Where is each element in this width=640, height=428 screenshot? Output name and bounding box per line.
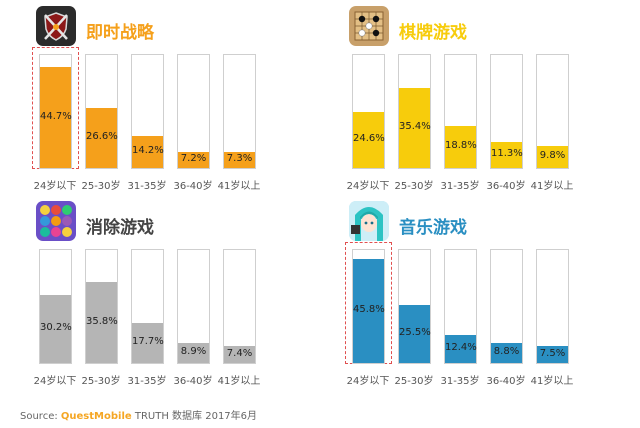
- x-tick-label: 31-35岁: [440, 376, 480, 387]
- bar: [353, 259, 384, 363]
- data-label: 35.8%: [86, 316, 118, 327]
- bar: [40, 295, 71, 363]
- data-label: 24.6%: [353, 133, 385, 144]
- crossed-swords-shield-icon: [36, 6, 76, 46]
- data-label: 11.3%: [491, 148, 523, 159]
- x-tick-label: 36-40岁: [173, 376, 213, 387]
- bar-outline: 17.7%: [131, 249, 164, 364]
- bar: [132, 323, 163, 363]
- bar-outline: 7.3%: [223, 54, 256, 169]
- x-tick-label: 36-40岁: [486, 181, 526, 192]
- x-tick-label: 25-30岁: [81, 181, 121, 192]
- chart-title: 音乐游戏: [399, 218, 467, 238]
- bar: [491, 343, 522, 363]
- bar-outline: 24.6%: [352, 54, 385, 169]
- bar: [537, 146, 568, 168]
- x-tick-label: 31-35岁: [127, 181, 167, 192]
- bar: [491, 142, 522, 168]
- x-tick-label: 41岁以上: [530, 376, 574, 387]
- x-tick-label: 25-30岁: [394, 181, 434, 192]
- bar: [86, 108, 117, 168]
- go-board-icon: [349, 6, 389, 46]
- bar: [399, 305, 430, 363]
- data-label: 8.8%: [493, 346, 520, 357]
- x-tick-label: 36-40岁: [486, 376, 526, 387]
- chart-panel-rts: 即时战略 44.7% 24岁以下 26.6% 25-30岁 14.2% 31-35岁 7.2…: [32, 6, 326, 196]
- bar: [132, 136, 163, 168]
- bar: [445, 335, 476, 363]
- data-label: 26.6%: [86, 131, 118, 142]
- data-label: 25.5%: [399, 327, 431, 338]
- bar: [537, 346, 568, 363]
- data-label: 7.4%: [226, 348, 253, 359]
- candy-match-icon: [36, 201, 76, 241]
- x-tick-label: 41岁以上: [217, 376, 261, 387]
- bar-outline: 45.8%: [352, 249, 385, 364]
- data-label: 18.8%: [445, 140, 477, 151]
- bar-outline: 7.5%: [536, 249, 569, 364]
- x-tick-label: 41岁以上: [530, 181, 574, 192]
- bar-outline: 44.7%: [39, 54, 72, 169]
- bar-outline: 26.6%: [85, 54, 118, 169]
- bar-outline: 8.9%: [177, 249, 210, 364]
- source-brand: QuestMobile: [60, 411, 132, 422]
- bar: [224, 152, 255, 168]
- bar-outline: 9.8%: [536, 54, 569, 169]
- bar-outline: 7.2%: [177, 54, 210, 169]
- x-tick-label: 24岁以下: [346, 181, 390, 192]
- chart-panel-match-games: 消除游戏 30.2% 24岁以下 35.8% 25-30岁 17.7% 31-35岁 8.9…: [34, 201, 326, 391]
- data-label: 12.4%: [445, 342, 477, 353]
- bar: [178, 152, 209, 168]
- bar: [353, 112, 384, 168]
- data-label: 45.8%: [353, 304, 385, 315]
- bar: [86, 282, 117, 363]
- bar-outline: 11.3%: [490, 54, 523, 169]
- bar: [224, 346, 255, 363]
- source-rest: TRUTH 数据库 2017年6月: [134, 411, 258, 422]
- data-label: 35.4%: [399, 121, 431, 132]
- bar-outline: 35.4%: [398, 54, 431, 169]
- data-label: 9.8%: [539, 150, 566, 161]
- bar: [40, 67, 71, 168]
- data-label: 7.2%: [180, 153, 207, 164]
- bar-outline: 35.8%: [85, 249, 118, 364]
- chart-title: 棋牌游戏: [399, 23, 467, 43]
- x-tick-label: 41岁以上: [217, 181, 261, 192]
- source-footer: Source: QuestMobile TRUTH 数据库 2017年6月: [20, 407, 257, 422]
- anime-girl-icon: [349, 201, 389, 241]
- bar-outline: 12.4%: [444, 249, 477, 364]
- x-tick-label: 31-35岁: [440, 181, 480, 192]
- bar-outline: 7.4%: [223, 249, 256, 364]
- x-tick-label: 25-30岁: [394, 376, 434, 387]
- data-label: 8.9%: [180, 346, 207, 357]
- x-tick-label: 25-30岁: [81, 376, 121, 387]
- bar: [178, 343, 209, 363]
- source-label: Source:: [20, 411, 58, 422]
- data-label: 30.2%: [40, 322, 72, 333]
- data-label: 17.7%: [132, 336, 164, 347]
- data-label: 7.5%: [539, 348, 566, 359]
- x-tick-label: 24岁以下: [33, 181, 77, 192]
- chart-panel-board-games: 棋牌游戏 24.6% 24岁以下 35.4% 25-30岁 18.8% 31-35岁 11.…: [347, 6, 639, 196]
- chart-panel-music-games: 音乐游戏 45.8% 24岁以下 25.5% 25-30岁 12.4% 31-35岁 8.8…: [345, 201, 639, 391]
- x-tick-label: 31-35岁: [127, 376, 167, 387]
- bar-outline: 8.8%: [490, 249, 523, 364]
- data-label: 14.2%: [132, 145, 164, 156]
- data-label: 7.3%: [226, 153, 253, 164]
- bar-outline: 25.5%: [398, 249, 431, 364]
- x-tick-label: 24岁以下: [33, 376, 77, 387]
- bar-outline: 30.2%: [39, 249, 72, 364]
- bar-outline: 18.8%: [444, 54, 477, 169]
- bar-outline: 14.2%: [131, 54, 164, 169]
- x-tick-label: 36-40岁: [173, 181, 213, 192]
- chart-title: 即时战略: [86, 23, 154, 43]
- x-tick-label: 24岁以下: [346, 376, 390, 387]
- data-label: 44.7%: [40, 111, 72, 122]
- bar: [445, 126, 476, 168]
- bar: [399, 88, 430, 168]
- chart-title: 消除游戏: [86, 218, 154, 238]
